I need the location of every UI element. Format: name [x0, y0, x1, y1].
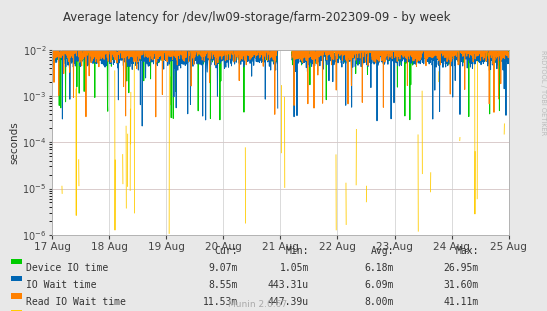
- Text: 443.31u: 443.31u: [268, 280, 309, 290]
- Text: 31.60m: 31.60m: [444, 280, 479, 290]
- Text: Average latency for /dev/lw09-storage/farm-202309-09 - by week: Average latency for /dev/lw09-storage/fa…: [63, 11, 451, 24]
- Text: 9.07m: 9.07m: [208, 263, 238, 273]
- Text: Device IO time: Device IO time: [26, 263, 108, 273]
- Text: 6.18m: 6.18m: [364, 263, 394, 273]
- Text: Avg:: Avg:: [370, 246, 394, 256]
- Text: 11.53m: 11.53m: [203, 297, 238, 307]
- Text: Munin 2.0.67: Munin 2.0.67: [228, 300, 287, 309]
- Text: 1.05m: 1.05m: [280, 263, 309, 273]
- Text: Cur:: Cur:: [214, 246, 238, 256]
- Text: 8.55m: 8.55m: [208, 280, 238, 290]
- Text: Min:: Min:: [286, 246, 309, 256]
- Text: RRDTOOL / TOBI OETIKER: RRDTOOL / TOBI OETIKER: [540, 50, 546, 135]
- Text: IO Wait time: IO Wait time: [26, 280, 97, 290]
- Text: 8.00m: 8.00m: [364, 297, 394, 307]
- Text: Max:: Max:: [455, 246, 479, 256]
- Text: 447.39u: 447.39u: [268, 297, 309, 307]
- Text: 6.09m: 6.09m: [364, 280, 394, 290]
- Text: 26.95m: 26.95m: [444, 263, 479, 273]
- Y-axis label: seconds: seconds: [9, 121, 20, 164]
- Text: 41.11m: 41.11m: [444, 297, 479, 307]
- Text: Read IO Wait time: Read IO Wait time: [26, 297, 126, 307]
